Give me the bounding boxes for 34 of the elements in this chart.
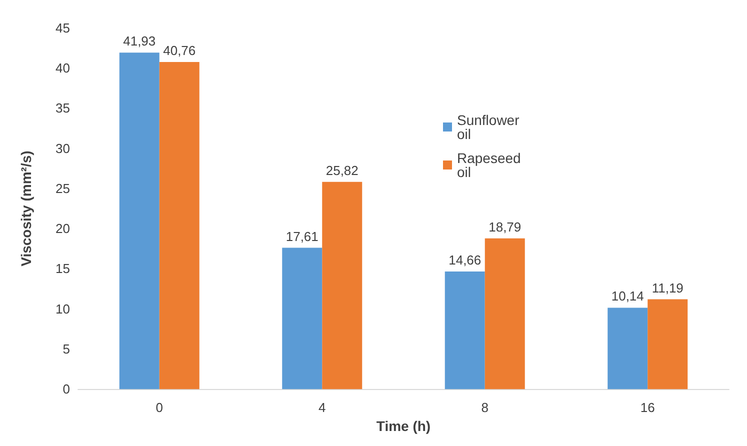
bar — [608, 308, 648, 390]
y-tick-label: 5 — [62, 341, 70, 356]
y-tick-label: 35 — [56, 100, 70, 116]
bar — [322, 182, 362, 390]
data-label: 11,19 — [652, 280, 684, 296]
data-label: 18,79 — [488, 219, 522, 234]
legend-label: Sunflower oil — [457, 112, 524, 142]
y-tick-label: 0 — [62, 382, 70, 397]
data-label: 25,82 — [326, 162, 358, 178]
y-tick-label: 20 — [56, 221, 70, 236]
bar — [282, 248, 322, 390]
x-axis-title: Time (h) — [376, 418, 431, 434]
bar — [159, 62, 200, 390]
x-tick-label: 16 — [640, 400, 655, 416]
data-label: 10,14 — [611, 288, 644, 304]
x-tick-label: 4 — [318, 400, 326, 416]
bar — [444, 271, 485, 390]
data-label: 40,76 — [163, 43, 196, 58]
data-label: 41,93 — [123, 34, 156, 49]
data-label: 17,61 — [286, 228, 318, 244]
bar — [648, 299, 688, 390]
bar — [484, 238, 525, 390]
legend-label: Rapeseed oil — [457, 150, 525, 180]
data-label: 14,66 — [448, 252, 482, 268]
x-tick-label: 0 — [156, 400, 163, 416]
y-tick-label: 15 — [56, 261, 70, 276]
y-tick-label: 45 — [56, 20, 70, 36]
bar — [119, 52, 160, 390]
x-tick-label: 8 — [481, 400, 488, 416]
y-tick-label: 25 — [56, 180, 70, 196]
y-tick-label: 10 — [56, 301, 70, 316]
y-tick-label: 30 — [56, 140, 70, 156]
y-tick-label: 40 — [56, 60, 70, 76]
y-axis-title: Viscosity (mm²/s) — [18, 150, 34, 266]
